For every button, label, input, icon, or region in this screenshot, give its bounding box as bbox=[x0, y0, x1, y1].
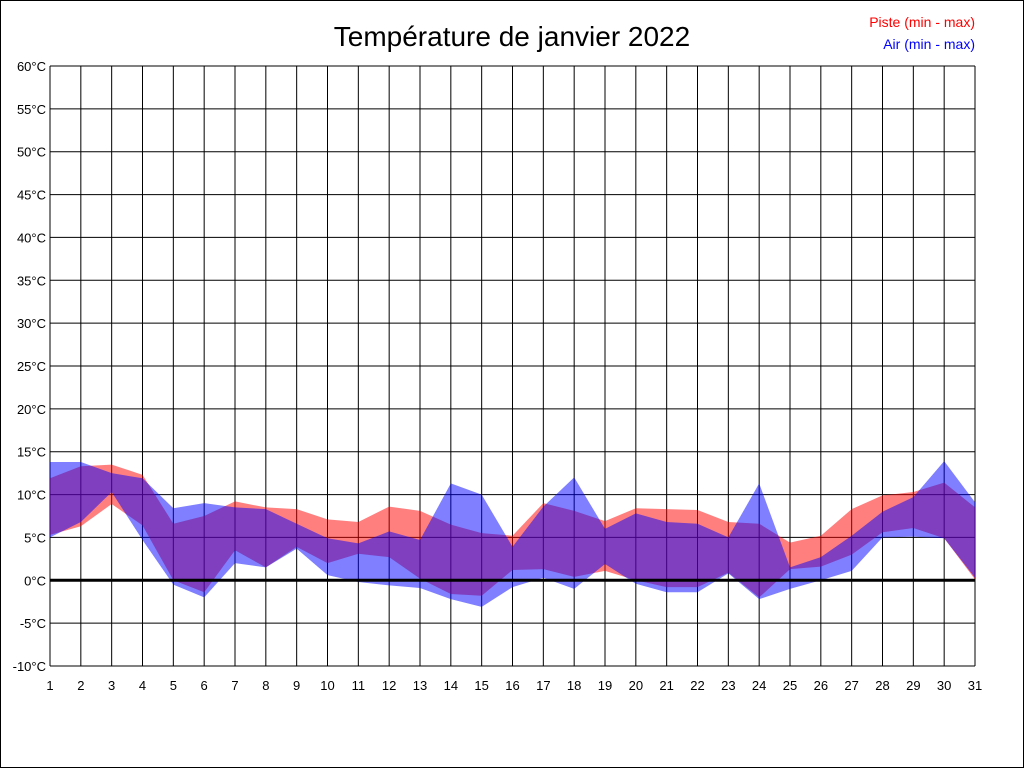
legend-piste: Piste (min - max) bbox=[869, 14, 975, 30]
x-tick-label: 25 bbox=[783, 678, 797, 693]
legend-air: Air (min - max) bbox=[883, 36, 975, 52]
x-tick-label: 16 bbox=[505, 678, 519, 693]
x-tick-label: 18 bbox=[567, 678, 581, 693]
x-tick-label: 5 bbox=[170, 678, 177, 693]
x-tick-label: 3 bbox=[108, 678, 115, 693]
x-tick-label: 26 bbox=[814, 678, 828, 693]
x-tick-label: 24 bbox=[752, 678, 766, 693]
y-tick-label: -5°C bbox=[20, 616, 46, 631]
x-tick-label: 19 bbox=[598, 678, 612, 693]
x-tick-label: 31 bbox=[968, 678, 982, 693]
y-tick-label: 20°C bbox=[17, 402, 46, 417]
x-tick-label: 12 bbox=[382, 678, 396, 693]
axes: -10°C -5°C 0°C 5°C 10°C 15°C 20°C 25°C 30°C 35°C 4… bbox=[13, 59, 983, 693]
y-tick-label: 25°C bbox=[17, 359, 46, 374]
y-tick-label: 50°C bbox=[17, 145, 46, 160]
x-tick-label: 10 bbox=[320, 678, 334, 693]
y-tick-label: 15°C bbox=[17, 445, 46, 460]
x-tick-label: 27 bbox=[844, 678, 858, 693]
x-tick-label: 8 bbox=[262, 678, 269, 693]
series-areas bbox=[50, 461, 975, 607]
x-tick-label: 7 bbox=[231, 678, 238, 693]
y-tick-label: 0°C bbox=[24, 573, 46, 588]
y-tick-label: 30°C bbox=[17, 316, 46, 331]
x-tick-label: 22 bbox=[690, 678, 704, 693]
x-tick-label: 9 bbox=[293, 678, 300, 693]
y-tick-label: 35°C bbox=[17, 273, 46, 288]
grid bbox=[49, 65, 976, 667]
x-tick-label: 14 bbox=[444, 678, 458, 693]
x-tick-label: 4 bbox=[139, 678, 146, 693]
x-tick-label: 30 bbox=[937, 678, 951, 693]
x-tick-label: 20 bbox=[629, 678, 643, 693]
y-tick-label: 5°C bbox=[24, 530, 46, 545]
x-tick-label: 6 bbox=[201, 678, 208, 693]
x-tick-label: 1 bbox=[46, 678, 53, 693]
x-tick-label: 2 bbox=[77, 678, 84, 693]
x-tick-label: 13 bbox=[413, 678, 427, 693]
y-tick-label: 40°C bbox=[17, 230, 46, 245]
air-range-area bbox=[50, 461, 975, 607]
y-tick-label: -10°C bbox=[13, 659, 46, 674]
x-tick-label: 11 bbox=[352, 678, 366, 693]
y-tick-label: 55°C bbox=[17, 102, 46, 117]
y-tick-label: 10°C bbox=[17, 488, 46, 503]
x-tick-label: 15 bbox=[474, 678, 488, 693]
chart-title: Température de janvier 2022 bbox=[334, 21, 690, 52]
x-tick-label: 23 bbox=[721, 678, 735, 693]
x-tick-label: 29 bbox=[906, 678, 920, 693]
y-tick-label: 60°C bbox=[17, 59, 46, 74]
y-tick-label: 45°C bbox=[17, 188, 46, 203]
x-tick-label: 28 bbox=[875, 678, 889, 693]
x-tick-label: 17 bbox=[536, 678, 550, 693]
x-tick-label: 21 bbox=[659, 678, 673, 693]
